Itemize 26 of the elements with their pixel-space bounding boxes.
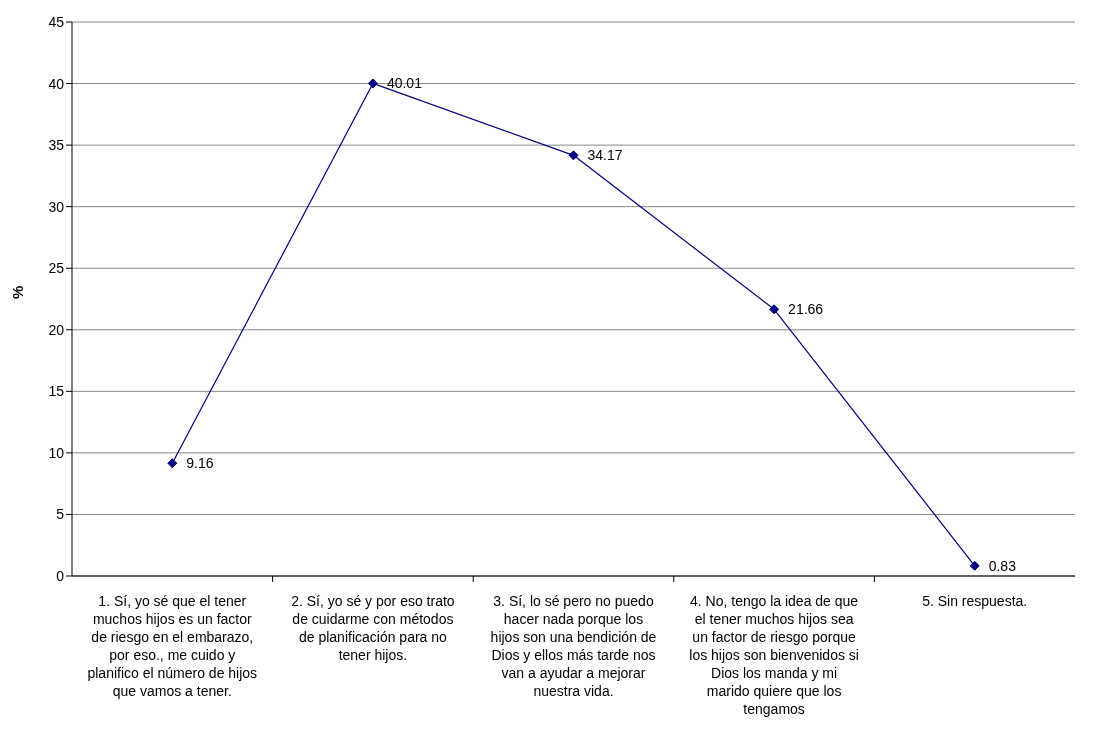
y-tick-label: 5 [56,506,65,523]
y-tick-label: 20 [48,321,65,338]
data-label: 21.66 [788,301,824,318]
data-label: 40.01 [386,75,423,92]
x-tick-label: 5. Sin respuesta. [922,592,1028,609]
data-label: 9.16 [186,455,214,472]
y-axis-title: % [9,285,27,299]
y-tick-label: 40 [48,75,65,92]
y-tick-label: 35 [48,137,65,154]
x-tick-label: 2. Sí, yo sé y por eso trato de cuidarme con métodos de planificación para no tener hijos. [291,592,455,663]
point [969,560,980,571]
x-tick-label: 4. No, tengo la idea de que el tener muchos hijos sea un factor de riesgo porque los hijos son bienvenidos si Dios los manda y mi marido quiere que los tengamos [689,592,859,717]
y-tick-label: 30 [48,198,65,215]
data-label: 34.17 [587,147,623,164]
point [769,304,780,315]
y-tick-label: 15 [48,383,65,400]
point [367,78,378,89]
x-tick-label: 1. Sí, yo sé que el tener muchos hijos es un factor de riesgo en el embarazo, por eso., me cuido y planifico el número de hijos que vamos a tener. [87,592,258,699]
point [167,458,178,469]
point [568,150,579,161]
x-tick-label: 3. Sí, lo sé pero no puedo hacer nada porque los hijos son una bendición de Dios y ellos más tarde nos van a ayudar a mejorar nuestra vida. [490,592,657,699]
y-tick-label: 0 [56,567,65,584]
y-tick-label: 10 [48,444,65,461]
y-tick-label: 45 [48,13,65,30]
data-label: 0.83 [988,557,1017,574]
y-tick-label: 25 [48,260,65,277]
